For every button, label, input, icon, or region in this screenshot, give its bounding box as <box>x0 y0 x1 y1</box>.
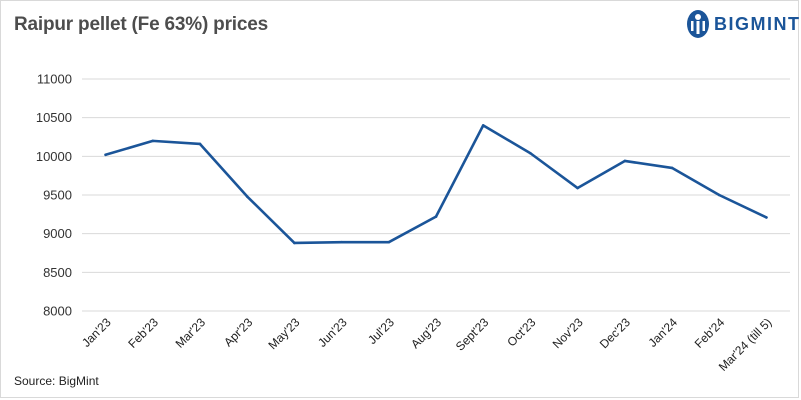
bigmint-logo-icon <box>687 10 709 38</box>
x-tick-label: Jun'23 <box>315 315 350 350</box>
x-tick-label: Jan'24 <box>645 315 680 350</box>
chart-title: Raipur pellet (Fe 63%) prices <box>14 14 268 35</box>
x-tick-label: Dec'23 <box>597 315 633 351</box>
data-point <box>293 241 296 245</box>
y-tick-label: 8000 <box>43 304 72 319</box>
data-point <box>717 193 721 197</box>
x-tick-label: Jul'23 <box>365 315 397 347</box>
brand-name: BIGMINT <box>714 13 801 34</box>
y-tick-label: 10000 <box>36 149 72 164</box>
y-tick-label: 9000 <box>43 226 72 241</box>
y-tick-label: 8500 <box>43 265 72 280</box>
x-axis-ticks: Jan'23 Feb'23 Mar'23 Apr'23 May'23 Jun'23 Jul'… <box>79 315 774 374</box>
data-point <box>198 142 202 146</box>
series-layer <box>104 124 768 245</box>
source-note: Source: BigMint <box>14 374 99 388</box>
x-tick-label: Aug'23 <box>408 315 444 351</box>
y-tick-label: 11000 <box>37 72 72 87</box>
data-point <box>529 151 532 155</box>
data-point <box>481 124 485 127</box>
x-tick-label: May'23 <box>266 315 303 352</box>
data-point <box>151 139 155 143</box>
brand-logo: BIGMINT <box>686 8 801 40</box>
data-point <box>104 153 107 157</box>
y-tick-label: 10500 <box>36 110 72 125</box>
x-tick-label: Jan'23 <box>79 315 114 350</box>
data-point <box>340 240 343 244</box>
x-tick-label: Feb'24 <box>692 315 728 351</box>
x-tick-label: Oct'23 <box>504 315 538 349</box>
data-point <box>670 166 674 170</box>
data-point <box>245 195 249 198</box>
x-tick-label: Apr'23 <box>221 315 255 349</box>
data-point <box>434 215 438 218</box>
series-line <box>104 124 768 245</box>
x-tick-label: Feb'23 <box>125 315 161 351</box>
data-point <box>623 159 627 163</box>
y-tick-label: 9500 <box>43 188 72 203</box>
x-tick-label: Mar'23 <box>173 315 209 351</box>
data-point <box>387 240 391 244</box>
y-axis-ticks: 8000 8500 9000 9500 10000 10500 11000 <box>36 72 72 319</box>
gridlines <box>82 78 790 312</box>
data-point <box>576 186 579 190</box>
data-point <box>765 216 768 219</box>
x-tick-label: Sept'23 <box>453 315 492 354</box>
x-tick-label: Nov'23 <box>550 315 586 351</box>
